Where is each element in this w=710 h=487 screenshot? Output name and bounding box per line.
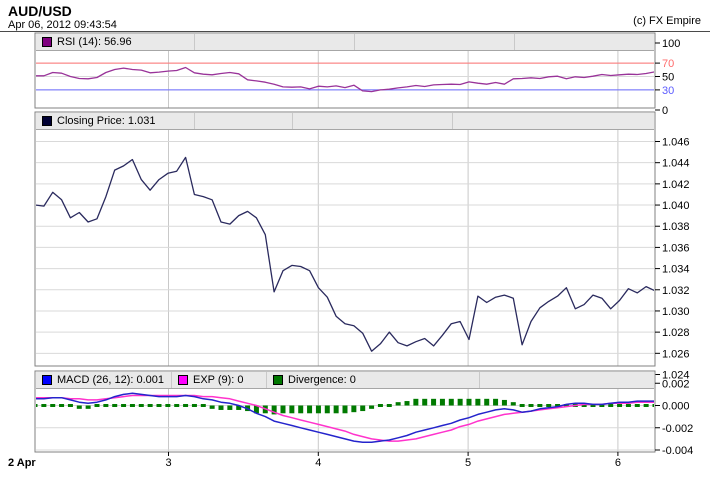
price-ytick-label: 1.034 <box>662 264 690 276</box>
legend-spacer-cell <box>480 372 654 388</box>
legend-spacer-cell <box>195 34 355 50</box>
rsi-legend-label: RSI (14): 56.96 <box>57 36 132 48</box>
price-ytick-label: 1.044 <box>662 158 690 170</box>
price-ytick-label: 1.042 <box>662 179 690 191</box>
macd-legend-label: MACD (26, 12): 0.001 <box>57 374 164 386</box>
macd-panel-border <box>34 370 656 453</box>
x-axis: 2 Apr 3 4 5 6 <box>8 452 621 469</box>
rsi-ytick-label: 0 <box>662 105 668 117</box>
macd-legend: MACD (26, 12): 0.001 EXP (9): 0 Divergen… <box>36 372 654 389</box>
macd-line <box>36 392 654 443</box>
price-line <box>36 156 654 352</box>
divergence-legend-item: Divergence: 0 <box>267 372 480 388</box>
rsi-ytick-label: 30 <box>662 85 674 97</box>
exp-swatch-icon <box>178 375 188 385</box>
price-ytick-label: 1.032 <box>662 285 690 297</box>
divergence-legend-label: Divergence: 0 <box>288 374 356 386</box>
legend-spacer-cell <box>355 34 515 50</box>
rsi-legend-item: RSI (14): 56.96 <box>36 34 195 50</box>
page-title: AUD/USD <box>8 3 72 19</box>
rsi-ytick-label: 50 <box>662 72 674 84</box>
price-legend: Closing Price: 1.031 <box>36 113 654 130</box>
x-tick-label: 5 <box>465 457 471 469</box>
rsi-panel-border <box>34 32 656 109</box>
header-divider <box>0 31 710 32</box>
macd-legend-item: MACD (26, 12): 0.001 <box>36 372 172 388</box>
x-tick-label: 4 <box>315 457 321 469</box>
legend-spacer-cell <box>195 113 293 129</box>
copyright-label: (c) FX Empire <box>633 15 701 27</box>
macd-ytick-label: -0.004 <box>662 445 693 457</box>
price-plot: 1.046 1.044 1.042 1.040 1.038 1.036 1.034 1.032… <box>34 111 690 382</box>
price-ytick-label: 1.028 <box>662 327 690 339</box>
rsi-swatch-icon <box>42 37 52 47</box>
exp-legend-item: EXP (9): 0 <box>172 372 267 388</box>
macd-plot: 0.002 0.000 -0.002 -0.004 <box>34 370 693 457</box>
exp-legend-label: EXP (9): 0 <box>193 374 244 386</box>
legend-spacer-cell <box>453 113 654 129</box>
x-tick-label: 3 <box>165 457 171 469</box>
macd-swatch-icon <box>42 375 52 385</box>
x-tick-label: 6 <box>615 457 621 469</box>
rsi-ytick-label: 70 <box>662 58 674 70</box>
rsi-line <box>36 66 654 93</box>
macd-ytick-label: 0.000 <box>662 401 690 413</box>
price-swatch-icon <box>42 116 52 126</box>
price-ytick-label: 1.036 <box>662 242 690 254</box>
macd-ytick-label: -0.002 <box>662 423 693 435</box>
price-ytick-label: 1.024 <box>662 370 690 382</box>
price-ytick-label: 1.046 <box>662 137 690 149</box>
x-tick-label: 2 Apr <box>8 457 36 469</box>
price-ytick-label: 1.040 <box>662 200 690 212</box>
divergence-swatch-icon <box>273 375 283 385</box>
price-panel-border <box>34 111 656 367</box>
rsi-ytick-label: 100 <box>662 38 680 50</box>
price-legend-item: Closing Price: 1.031 <box>36 113 195 129</box>
rsi-legend: RSI (14): 56.96 <box>36 34 654 51</box>
price-legend-label: Closing Price: 1.031 <box>57 115 156 127</box>
exp-line <box>36 394 654 442</box>
chart-timestamp: Apr 06, 2012 09:43:54 <box>8 19 117 31</box>
legend-spacer-cell <box>515 34 654 50</box>
price-ytick-label: 1.038 <box>662 221 690 233</box>
price-ytick-label: 1.030 <box>662 306 690 318</box>
legend-spacer-cell <box>293 113 453 129</box>
macd-ytick-label: 0.002 <box>662 378 690 390</box>
price-ytick-label: 1.026 <box>662 348 690 360</box>
